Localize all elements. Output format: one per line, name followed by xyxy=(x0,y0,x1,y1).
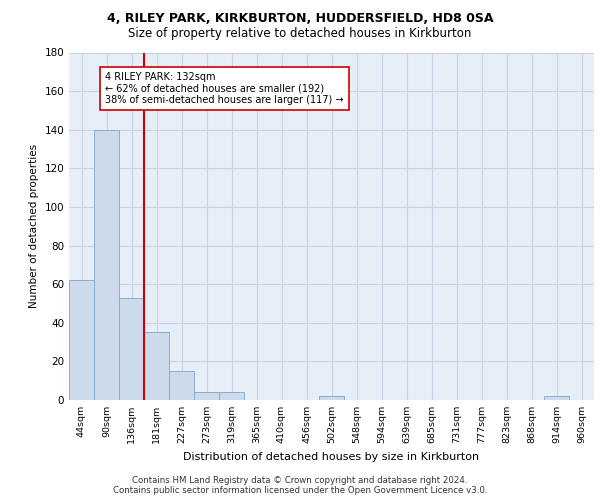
Bar xyxy=(94,130,119,400)
Bar xyxy=(69,280,94,400)
Text: Size of property relative to detached houses in Kirkburton: Size of property relative to detached ho… xyxy=(128,28,472,40)
Bar xyxy=(219,392,244,400)
X-axis label: Distribution of detached houses by size in Kirkburton: Distribution of detached houses by size … xyxy=(184,452,479,462)
Text: 4 RILEY PARK: 132sqm
← 62% of detached houses are smaller (192)
38% of semi-deta: 4 RILEY PARK: 132sqm ← 62% of detached h… xyxy=(105,72,344,105)
Bar xyxy=(169,371,194,400)
Text: Contains HM Land Registry data © Crown copyright and database right 2024.
Contai: Contains HM Land Registry data © Crown c… xyxy=(113,476,487,495)
Bar xyxy=(119,298,144,400)
Y-axis label: Number of detached properties: Number of detached properties xyxy=(29,144,39,308)
Bar xyxy=(144,332,169,400)
Bar xyxy=(319,396,344,400)
Bar xyxy=(544,396,569,400)
Text: 4, RILEY PARK, KIRKBURTON, HUDDERSFIELD, HD8 0SA: 4, RILEY PARK, KIRKBURTON, HUDDERSFIELD,… xyxy=(107,12,493,26)
Bar xyxy=(194,392,219,400)
